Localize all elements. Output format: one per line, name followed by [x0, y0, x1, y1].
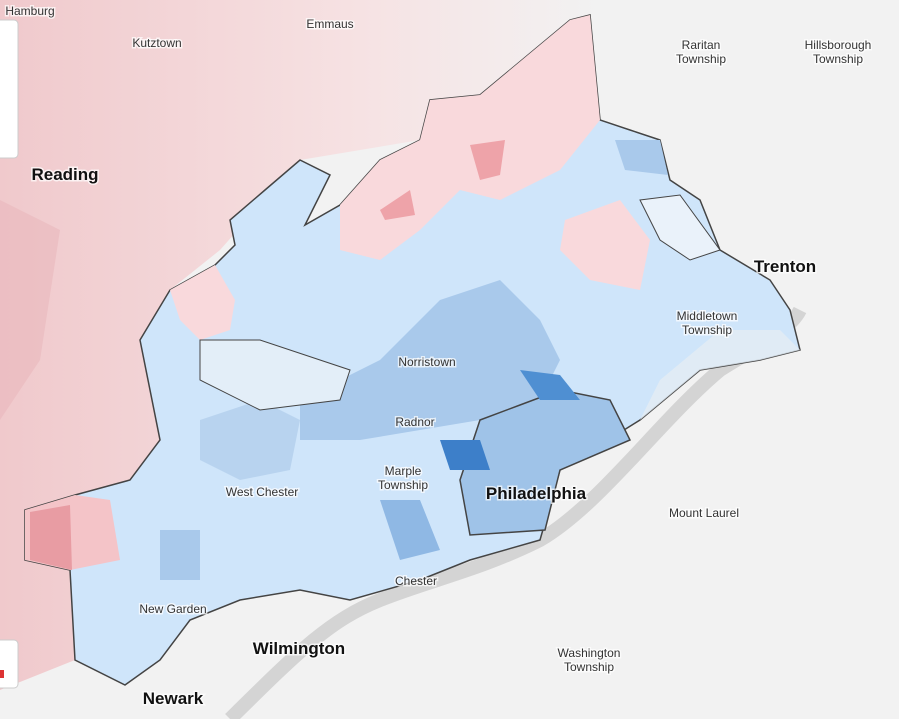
label-line: Wilmington	[253, 639, 345, 658]
label-line: Radnor	[395, 415, 434, 429]
label-line: West Chester	[226, 485, 298, 499]
place-label: Hillsborough Township	[805, 38, 872, 66]
label-line: Mount Laurel	[669, 506, 739, 520]
legend-swatch	[0, 670, 4, 678]
place-label: West Chester	[226, 485, 298, 499]
outer-counties	[0, 0, 600, 690]
nj-area	[640, 330, 800, 420]
light-area	[639, 194, 721, 261]
label-line: Emmaus	[306, 17, 353, 31]
red-area	[380, 190, 415, 220]
place-label: Marple Township	[378, 464, 428, 492]
label-line: Hamburg	[5, 4, 54, 18]
map-legend-toggle[interactable]	[0, 639, 19, 689]
place-label: Mount Laurel	[669, 506, 739, 520]
place-label: New Garden	[139, 602, 206, 616]
place-label: Kutztown	[132, 36, 181, 50]
place-label: Norristown	[398, 355, 455, 369]
label-line: Philadelphia	[486, 484, 587, 503]
blue-area	[380, 500, 440, 560]
label-line: Hillsborough	[805, 38, 872, 52]
place-label: Emmaus	[306, 17, 353, 31]
red-area	[30, 505, 72, 570]
blue-area	[300, 280, 560, 440]
label-line: Trenton	[754, 257, 816, 276]
label-line: Kutztown	[132, 36, 181, 50]
place-label: Hamburg	[5, 4, 54, 18]
blue-area	[160, 530, 200, 580]
label-line: Township	[676, 52, 726, 66]
place-label: Reading	[31, 165, 98, 184]
place-label: Middletown Township	[677, 309, 738, 337]
label-line: Marple	[385, 464, 422, 478]
place-label: Wilmington	[253, 639, 345, 658]
place-label: Newark	[143, 689, 204, 708]
label-line: Newark	[143, 689, 204, 708]
label-line: Reading	[31, 165, 98, 184]
county-shade	[0, 200, 60, 420]
place-label: Trenton	[754, 257, 816, 276]
label-line: Township	[564, 660, 614, 674]
label-line: New Garden	[139, 602, 206, 616]
blue-area	[520, 370, 580, 400]
blue-area	[440, 440, 490, 470]
place-label: Raritan Township	[676, 38, 726, 66]
label-line: Washington	[558, 646, 621, 660]
red-area	[170, 265, 235, 340]
label-line: Township	[813, 52, 863, 66]
label-line: Township	[682, 323, 732, 337]
place-label: Philadelphia	[486, 484, 587, 503]
map-control[interactable]	[0, 19, 19, 159]
place-label: Chester	[395, 574, 437, 588]
label-line: Norristown	[398, 355, 455, 369]
label-line: Chester	[395, 574, 437, 588]
label-line: Township	[378, 478, 428, 492]
label-line: Raritan	[682, 38, 721, 52]
light-area	[199, 339, 351, 411]
red-area	[470, 140, 505, 180]
place-label: Radnor	[395, 415, 434, 429]
blue-area	[615, 140, 668, 175]
place-label: Washington Township	[558, 646, 621, 674]
red-area	[560, 200, 650, 290]
label-line: Middletown	[677, 309, 738, 323]
blue-area	[200, 400, 300, 480]
philadelphia	[459, 389, 632, 536]
